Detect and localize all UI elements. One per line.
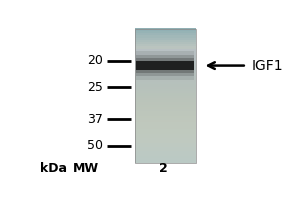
Bar <box>135 122 196 125</box>
Bar <box>135 109 196 111</box>
Bar <box>135 127 196 129</box>
Bar <box>135 120 196 122</box>
Bar <box>135 133 196 136</box>
Bar <box>135 160 196 163</box>
Bar <box>135 53 196 55</box>
Bar <box>135 84 196 87</box>
Bar <box>135 158 196 160</box>
Bar <box>135 129 196 131</box>
Bar <box>135 91 196 93</box>
Bar <box>135 44 196 46</box>
Bar <box>135 33 196 35</box>
Text: 2: 2 <box>159 162 167 175</box>
Bar <box>135 153 196 156</box>
Bar <box>135 28 196 31</box>
Bar <box>135 55 196 58</box>
Bar <box>135 57 196 60</box>
Bar <box>135 69 196 71</box>
Text: 25: 25 <box>87 81 103 94</box>
Bar <box>135 156 196 158</box>
Bar <box>135 62 196 64</box>
Bar <box>135 142 196 145</box>
Bar <box>135 64 196 67</box>
Text: 37: 37 <box>87 113 103 126</box>
Text: 50: 50 <box>87 139 103 152</box>
Bar <box>135 147 196 149</box>
Bar <box>135 51 196 53</box>
Bar <box>135 73 196 76</box>
Bar <box>135 140 196 143</box>
Bar <box>135 80 196 82</box>
Bar <box>135 66 196 69</box>
Bar <box>135 118 196 120</box>
Bar <box>135 138 196 140</box>
Bar <box>135 151 196 154</box>
Bar <box>136 61 194 70</box>
Bar <box>135 113 196 116</box>
Bar <box>135 89 196 91</box>
Bar <box>135 29 196 163</box>
Bar <box>135 135 196 138</box>
Bar <box>135 39 196 42</box>
Bar <box>135 115 196 118</box>
Bar <box>135 131 196 134</box>
Bar <box>135 48 196 51</box>
Bar <box>135 149 196 151</box>
Text: kDa: kDa <box>40 162 67 175</box>
Bar <box>135 106 196 109</box>
Bar <box>136 55 194 76</box>
Bar <box>135 104 196 107</box>
Bar <box>135 98 196 100</box>
Bar <box>135 111 196 113</box>
Bar <box>136 58 194 73</box>
Bar <box>135 124 196 127</box>
Bar <box>135 37 196 40</box>
Bar <box>136 51 194 80</box>
Bar <box>135 42 196 44</box>
Bar <box>135 95 196 98</box>
Bar <box>135 71 196 73</box>
Text: 20: 20 <box>87 54 103 67</box>
Bar <box>135 77 196 80</box>
Bar <box>135 93 196 96</box>
Text: IGF1: IGF1 <box>251 59 283 73</box>
Bar <box>135 60 196 62</box>
Bar <box>135 31 196 33</box>
Bar <box>135 75 196 78</box>
Bar <box>135 102 196 105</box>
Bar <box>135 46 196 49</box>
Text: MW: MW <box>73 162 99 175</box>
Bar <box>135 35 196 38</box>
Bar <box>135 86 196 89</box>
Bar <box>135 82 196 84</box>
Bar <box>135 144 196 147</box>
Bar <box>135 100 196 102</box>
